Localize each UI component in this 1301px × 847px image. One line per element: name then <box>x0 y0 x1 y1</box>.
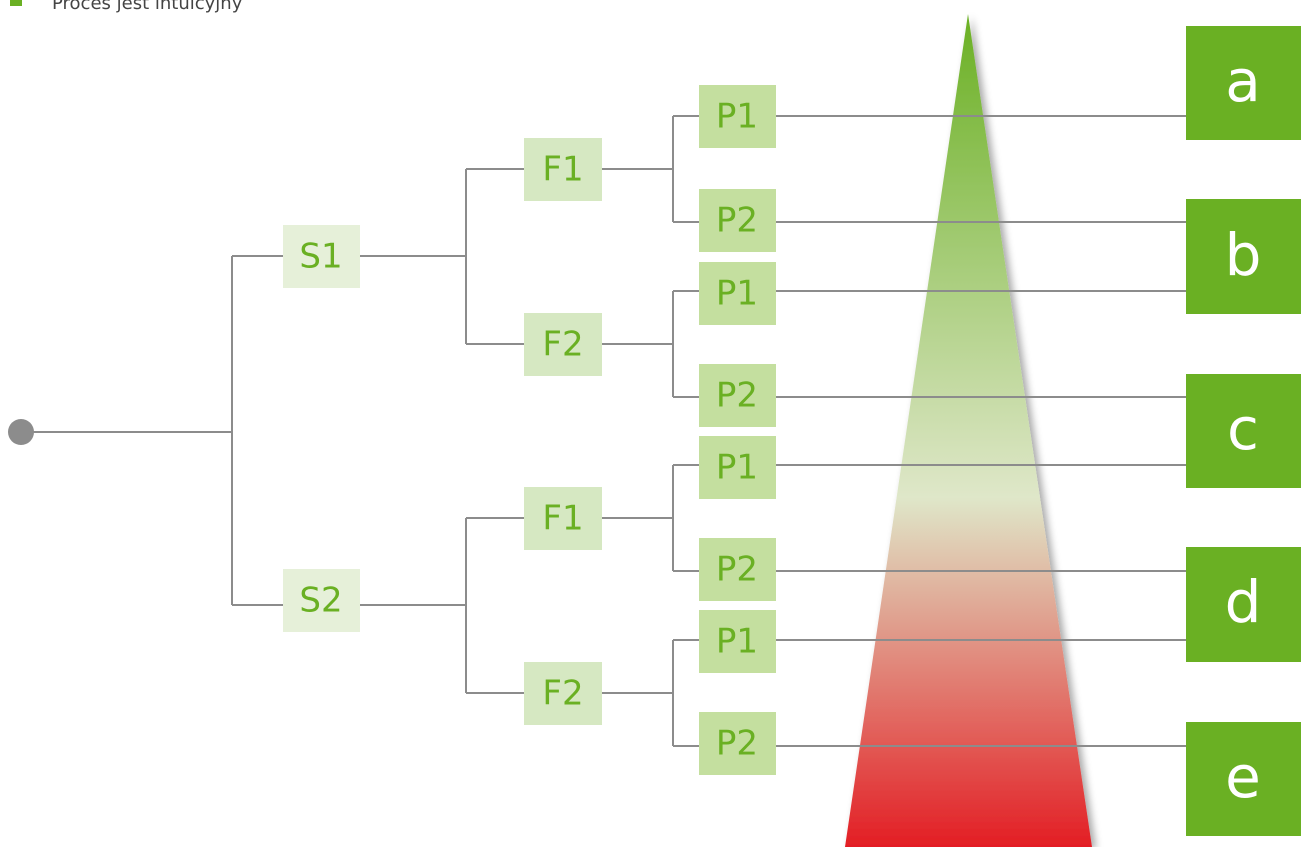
legend-marker <box>10 0 22 6</box>
node-p2-b: P2 <box>699 364 776 427</box>
node-s2-label: S2 <box>299 581 342 621</box>
node-f2-lower: F2 <box>524 662 602 725</box>
root-node <box>8 419 34 445</box>
node-p1-b: P1 <box>699 262 776 325</box>
connector-s2-to-f <box>359 517 524 694</box>
node-p2-a-label: P2 <box>716 201 758 241</box>
outcome-c-label: c <box>1227 395 1259 463</box>
connector-p-to-outcomes <box>776 115 1186 747</box>
connector-f2a-to-p <box>602 290 699 398</box>
legend: Proces jest intuicyjny <box>10 0 243 14</box>
node-p2-b-label: P2 <box>716 376 758 416</box>
outcome-b: b <box>1186 199 1301 314</box>
node-p1-b-label: P1 <box>716 274 758 314</box>
outcome-e: e <box>1186 722 1301 836</box>
node-p1-d-label: P1 <box>716 622 758 662</box>
node-p1-c-label: P1 <box>716 448 758 488</box>
node-f1-lower-label: F1 <box>542 499 583 539</box>
node-s1-label: S1 <box>299 237 342 277</box>
outcome-a: a <box>1186 26 1301 140</box>
outcome-d: d <box>1186 547 1301 662</box>
node-p2-d-label: P2 <box>716 724 758 764</box>
node-f2-upper: F2 <box>524 313 602 376</box>
connector-f1a-to-p <box>602 115 699 223</box>
node-p2-d: P2 <box>699 712 776 775</box>
connector-s1-to-f <box>359 168 524 345</box>
outcome-e-label: e <box>1225 743 1261 811</box>
node-f1-upper-label: F1 <box>542 150 583 190</box>
node-s2: S2 <box>283 569 360 632</box>
node-f2-upper-label: F2 <box>542 325 583 365</box>
node-p1-a: P1 <box>699 85 776 148</box>
outcome-a-label: a <box>1225 47 1261 115</box>
outcome-c: c <box>1186 374 1301 488</box>
node-p1-c: P1 <box>699 436 776 499</box>
connector-f2b-to-p <box>602 639 699 747</box>
outcome-d-label: d <box>1225 568 1262 636</box>
node-p2-a: P2 <box>699 189 776 252</box>
node-p1-d: P1 <box>699 610 776 673</box>
connector-lines <box>20 115 1186 747</box>
node-p2-c-label: P2 <box>716 550 758 590</box>
node-p2-c: P2 <box>699 538 776 601</box>
node-p1-a-label: P1 <box>716 97 758 137</box>
node-f1-upper: F1 <box>524 138 602 201</box>
connector-root-to-s <box>20 255 283 606</box>
node-f2-lower-label: F2 <box>542 674 583 714</box>
gradient-cone <box>845 14 1092 847</box>
connector-f1b-to-p <box>602 464 699 572</box>
node-f1-lower: F1 <box>524 487 602 550</box>
outcome-b-label: b <box>1225 221 1262 289</box>
legend-label: Proces jest intuicyjny <box>52 0 243 14</box>
node-s1: S1 <box>283 225 360 288</box>
